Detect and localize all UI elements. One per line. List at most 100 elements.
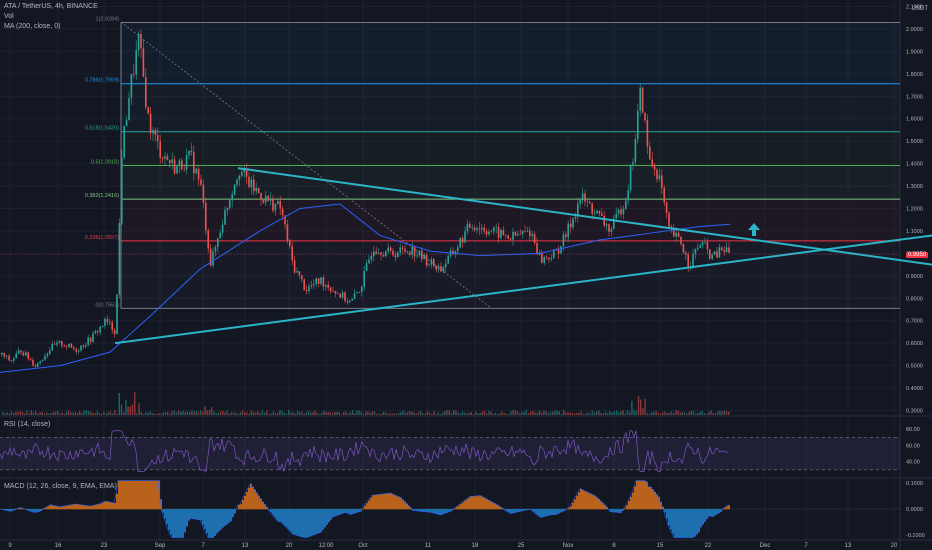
price-tick-label: 1.1000 <box>906 229 923 235</box>
macd-hist-bar <box>32 509 34 512</box>
candle-body <box>25 352 27 356</box>
volume-bar <box>373 411 376 415</box>
macd-hist-bar <box>364 505 366 510</box>
macd-hist-bar <box>440 509 442 516</box>
macd-hist-bar <box>412 509 414 511</box>
candle-body <box>49 350 51 354</box>
volume-bar <box>686 413 688 415</box>
macd-hist-bar <box>116 493 118 510</box>
volume-bar <box>508 413 510 415</box>
candle-body <box>397 252 399 258</box>
macd-hist-bar <box>128 480 130 510</box>
candle-body <box>485 231 488 235</box>
macd-hist-bar <box>718 509 720 514</box>
macd-hist-bar <box>98 504 100 510</box>
candle-body <box>365 263 368 271</box>
volume-bar <box>481 411 483 415</box>
volume-bar <box>499 413 501 415</box>
volume-bar <box>367 411 369 415</box>
candle-body <box>29 358 32 360</box>
macd-hist-bar <box>76 504 78 510</box>
volume-bar <box>549 411 552 415</box>
macd-hist-bar <box>272 509 274 515</box>
candle-body <box>123 126 125 158</box>
volume-legend[interactable]: Vol <box>4 13 14 20</box>
volume-bar <box>175 412 178 415</box>
macd-hist-bar <box>300 509 302 537</box>
rsi-legend[interactable]: RSI (14, close) <box>4 421 51 428</box>
candle-body <box>641 87 644 113</box>
candle-body <box>104 318 106 326</box>
macd-hist-bar <box>634 486 636 510</box>
candle-body <box>447 255 449 264</box>
macd-hist-bar <box>126 480 128 510</box>
macd-hist-bar <box>344 509 346 513</box>
macd-hist-bar <box>18 508 20 510</box>
macd-hist-bar <box>370 497 372 510</box>
candle-body <box>111 322 113 330</box>
candle-body <box>157 135 159 142</box>
candle-body <box>550 258 553 260</box>
candle-body <box>608 224 610 232</box>
macd-hist-bar <box>556 509 558 515</box>
price-tick-label: 1.4000 <box>906 162 923 168</box>
candle-body <box>255 188 257 192</box>
ma-legend[interactable]: MA (200, close, 0) <box>4 23 61 30</box>
time-tick-label: 25 <box>518 543 525 549</box>
candle-body <box>128 98 130 121</box>
volume-bar <box>560 413 563 415</box>
volume-bar <box>323 410 325 415</box>
volume-bar <box>180 412 182 415</box>
candle-body <box>152 130 154 134</box>
volume-bar <box>96 411 98 415</box>
macd-hist-bar <box>220 509 222 530</box>
macd-hist-bar <box>240 504 242 510</box>
candle-body <box>454 251 457 255</box>
candle-body <box>121 157 123 224</box>
candle-body <box>495 227 497 228</box>
volume-bar <box>439 413 442 415</box>
macd-hist-bar <box>350 509 352 515</box>
macd-hist-bar <box>174 509 176 538</box>
candle-body <box>51 343 53 351</box>
candle-body <box>536 242 538 255</box>
macd-legend[interactable]: MACD (12, 26, close, 9, EMA, EMA) <box>4 483 117 490</box>
candle-body <box>634 139 637 163</box>
macd-hist-bar <box>560 509 562 513</box>
candle-body <box>466 223 469 232</box>
macd-hist-bar <box>332 509 334 518</box>
candle-body <box>574 216 577 219</box>
macd-hist-bar <box>296 509 298 536</box>
volume-bar <box>409 410 411 415</box>
macd-hist-bar <box>616 509 618 513</box>
volume-bar <box>193 411 195 415</box>
candle-body <box>238 175 241 180</box>
volume-bar <box>668 412 670 415</box>
macd-hist-bar <box>78 504 80 510</box>
macd-hist-bar <box>392 493 394 510</box>
volume-bar <box>28 413 30 415</box>
volume-bar <box>316 413 318 415</box>
volume-bar <box>360 411 362 415</box>
macd-hist-bar <box>170 509 172 535</box>
volume-bar <box>351 410 354 415</box>
candle-body <box>500 229 502 238</box>
volume-bar <box>325 411 327 415</box>
volume-bar <box>98 412 101 415</box>
candle-body <box>409 251 411 255</box>
macd-hist-bar <box>712 509 714 517</box>
macd-hist-bar <box>490 501 492 510</box>
symbol-title[interactable]: ATA / TetherUS, 4h, BINANCE <box>4 3 98 10</box>
macd-hist-bar <box>476 495 478 510</box>
macd-hist-bar <box>222 509 224 528</box>
volume-bar <box>490 411 492 415</box>
candle-body <box>353 293 356 299</box>
ma200-line <box>0 203 731 373</box>
macd-hist-bar <box>166 509 168 525</box>
rsi-tick-label: 60.00 <box>906 443 920 449</box>
volume-bar <box>468 412 470 415</box>
volume-bar <box>602 413 604 415</box>
volume-bar <box>585 413 587 415</box>
candle-body <box>721 247 723 251</box>
macd-hist-bar <box>376 494 378 510</box>
